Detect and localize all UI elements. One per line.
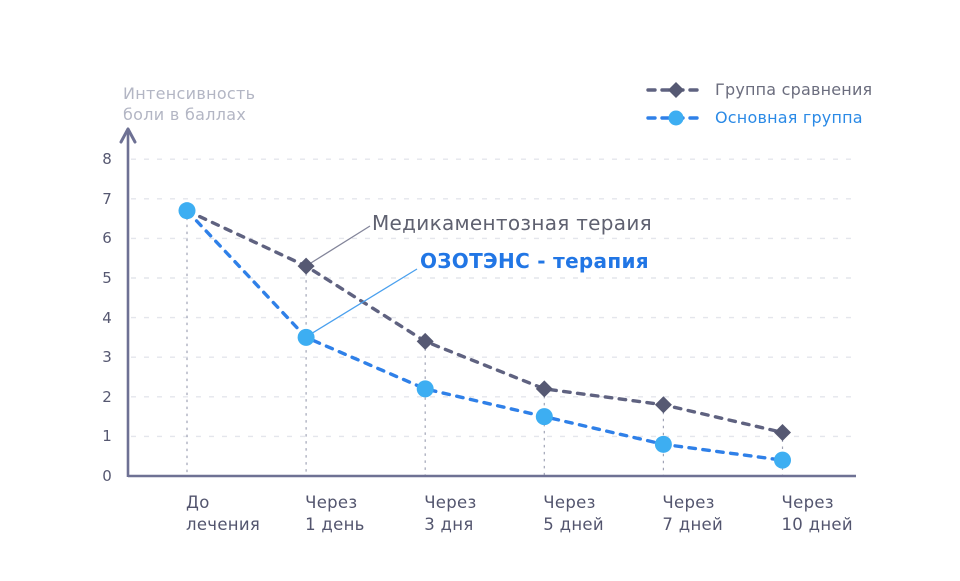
comparison-group-dashed-diamond-icon (646, 82, 706, 98)
annotation-medication-therapy: Медикаментозная тераия (372, 211, 652, 235)
legend-label-comparison-group: Группа сравнения (715, 80, 873, 99)
legend-label-main-group: Основная группа (715, 108, 863, 127)
x-category-label-3: Через 5 дней (543, 493, 604, 534)
y-tick-label-3: 3 (102, 348, 112, 367)
x-category-label-4: Через 7 дней (662, 493, 724, 534)
data-point-main-1 (297, 328, 315, 346)
y-tick-label-6: 6 (102, 229, 112, 248)
data-point-main-0 (178, 202, 196, 220)
series-line-diamond (185, 208, 785, 435)
y-tick-label-0: 0 (102, 467, 112, 485)
x-category-label-5: Через 10 дней (781, 493, 853, 534)
y-tick-label-5: 5 (102, 269, 112, 287)
y-tick-label-7: 7 (102, 189, 112, 208)
legend-item-comparison-group: Группа сравнения (646, 81, 872, 99)
data-point-main-4 (654, 435, 672, 453)
legend-item-main-group: Основная группа (646, 109, 863, 127)
data-point-comparison-5 (774, 423, 791, 441)
x-category-label-2: Через 3 дня (424, 493, 477, 534)
main-group-dashed-circle-icon (646, 110, 706, 126)
x-category-label-1: Через 1 день (305, 493, 365, 534)
data-point-comparison-3 (535, 380, 553, 398)
y-tick-label-1: 1 (102, 427, 112, 446)
y-axis-title: Интенсивность боли в баллах (123, 84, 256, 124)
leader-line-main (309, 268, 418, 335)
y-tick-label-8: 8 (102, 150, 112, 169)
data-point-main-5 (774, 451, 791, 469)
data-point-main-2 (416, 380, 434, 398)
legend-diamond-marker (668, 82, 684, 98)
y-tick-label-2: 2 (102, 387, 112, 406)
data-point-main-3 (535, 408, 553, 426)
data-point-comparison-1 (297, 257, 315, 275)
y-tick-label-4: 4 (102, 308, 112, 327)
annotation-ozotens-therapy: ОЗОТЭНС - терапия (420, 249, 649, 273)
series-line-circle (185, 208, 785, 462)
leader-line-comparison (308, 225, 371, 265)
x-category-label-0: До лечения (186, 493, 261, 534)
y-axis-arrow-icon (119, 127, 137, 144)
data-point-comparison-4 (654, 396, 672, 414)
data-point-comparison-2 (416, 332, 434, 350)
legend-circle-marker (668, 110, 684, 126)
